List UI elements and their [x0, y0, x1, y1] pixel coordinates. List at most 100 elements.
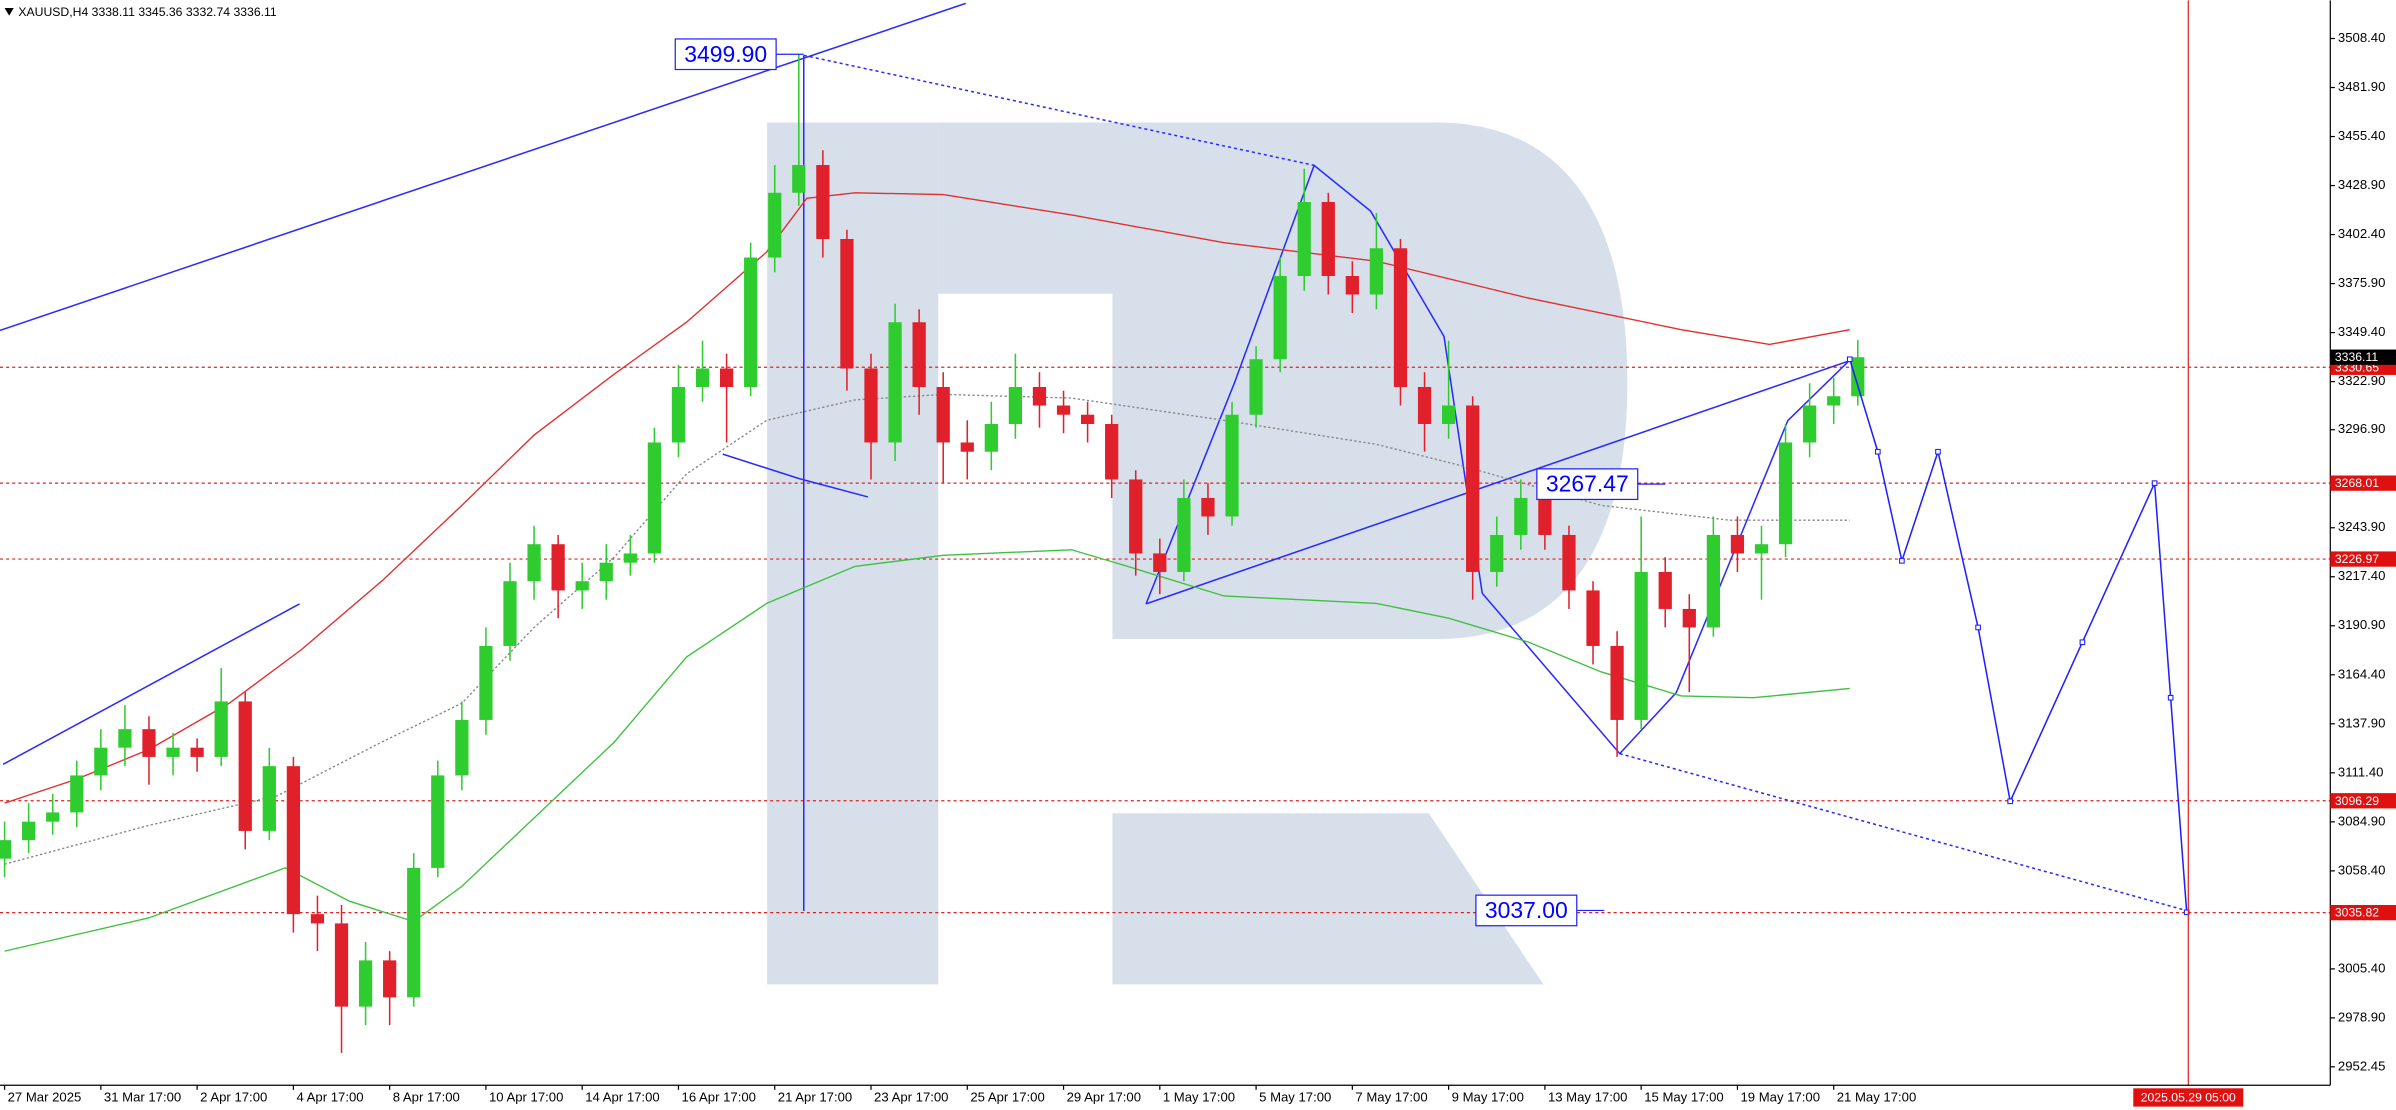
y-tick-label: 3455.40	[2338, 128, 2385, 143]
candle-body	[912, 322, 926, 387]
forecast-point	[2079, 639, 2086, 646]
y-tick-label: 3508.40	[2338, 30, 2385, 45]
candle-body	[1297, 202, 1311, 277]
candle-body	[1803, 405, 1817, 443]
header-arrow	[4, 7, 14, 16]
forecast-point	[2151, 480, 2158, 486]
forecast-point	[2167, 694, 2174, 701]
x-tick-label: 27 Mar 2025	[8, 1090, 82, 1105]
candle-body	[0, 840, 12, 859]
level-label-bg	[2330, 475, 2396, 491]
trend-line	[2, 603, 300, 766]
candle-body	[1153, 553, 1167, 572]
y-tick-label: 3111.40	[2338, 764, 2384, 779]
level-label-bg	[2330, 793, 2396, 809]
candle-body	[719, 368, 734, 387]
x-tick-label: 9 May 17:00	[1452, 1090, 1524, 1105]
candle-body	[334, 923, 349, 1007]
forecast-point	[1975, 624, 1981, 631]
candle-body	[888, 322, 902, 443]
x-tick-label: 16 Apr 17:00	[682, 1090, 756, 1105]
candle-body	[190, 747, 204, 757]
x-tick-label: 13 May 17:00	[1548, 1090, 1628, 1105]
candle-body	[1177, 497, 1191, 572]
candle-body	[864, 368, 878, 443]
forecast-point	[2007, 798, 2014, 805]
forecast-point	[1899, 558, 1905, 564]
time-marker-label: 2025.05.29 05:00	[2141, 1090, 2236, 1104]
last-price-bg	[2330, 349, 2396, 365]
candle-body	[1610, 645, 1624, 720]
x-tick-label: 15 May 17:00	[1644, 1090, 1724, 1105]
dotted-line	[803, 54, 1315, 167]
y-tick-label: 2978.90	[2338, 1009, 2385, 1024]
candle-body	[840, 239, 854, 369]
candle-body	[1273, 276, 1287, 360]
candle-body	[1321, 202, 1335, 277]
annotation-box	[1475, 894, 1578, 927]
candle-body	[1105, 423, 1119, 480]
annotation-label: 3267.47	[1546, 471, 1629, 497]
trend-line	[1145, 360, 1850, 605]
candle-body	[1056, 405, 1071, 415]
candle-body	[503, 581, 517, 646]
x-tick-label: 21 Apr 17:00	[778, 1090, 852, 1105]
candle-body	[358, 960, 373, 1007]
candle-body	[1754, 544, 1769, 554]
candle-body	[960, 442, 974, 452]
candle-body	[695, 368, 710, 387]
y-tick-label: 3217.40	[2338, 568, 2385, 583]
axes-layer: 3508.40 3481.90 3455.40 3428.90 3402.40 3375.…	[3, 30, 2396, 1107]
candle-body	[1538, 497, 1552, 535]
candle-body	[936, 386, 950, 443]
x-tick-label: 31 Mar 17:00	[104, 1090, 181, 1105]
y-tick-label: 3164.40	[2338, 666, 2385, 681]
x-tick-label: 10 Apr 17:00	[489, 1090, 563, 1105]
candle-body	[551, 544, 565, 591]
candle-body	[214, 701, 228, 757]
candle-body	[1442, 405, 1456, 424]
x-tick-label: 4 Apr 17:00	[296, 1090, 363, 1105]
x-tick-label: 1 May 17:00	[1163, 1090, 1235, 1105]
candle-body	[310, 914, 325, 924]
annotation-label: 3499.90	[684, 41, 767, 67]
plot-layer: 3499.90 3267.47 3037.00	[0, 0, 2190, 1086]
candle-body	[816, 165, 830, 240]
candle-body	[166, 747, 180, 757]
candle-body	[70, 775, 84, 813]
candle-body	[1490, 534, 1504, 572]
moving-average	[4, 393, 1850, 865]
y-tick-label: 3322.90	[2338, 373, 2385, 388]
watermark-leg	[1112, 813, 1544, 985]
candle-body	[262, 766, 276, 831]
watermark-bowl	[938, 122, 1628, 640]
level-label: 3035.82	[2335, 906, 2379, 920]
candle-body	[1562, 534, 1576, 591]
candle-body	[1129, 479, 1143, 554]
candle-body	[94, 747, 108, 776]
candle-body	[984, 423, 998, 452]
y-tick-label: 3402.40	[2338, 226, 2385, 241]
wave-line	[1481, 360, 1850, 755]
x-tick-label: 29 Apr 17:00	[1067, 1090, 1141, 1105]
header-text: XAUUSD,H4 3338.11 3345.36 3332.74 3336.1…	[18, 5, 277, 19]
level-label: 3268.01	[2335, 476, 2379, 490]
y-tick-label: 3005.40	[2338, 960, 2385, 975]
candle-body	[46, 812, 60, 822]
y-tick-label: 3428.90	[2338, 177, 2385, 192]
watermark	[767, 122, 1628, 985]
y-tick-label: 3349.40	[2338, 324, 2385, 339]
candle-body	[599, 562, 613, 582]
forecast-point	[1846, 356, 1853, 363]
time-marker-bg	[2133, 1088, 2244, 1107]
candle-body	[1201, 497, 1215, 517]
y-tick-label: 3375.90	[2338, 275, 2385, 290]
y-tick-label: 3296.90	[2338, 421, 2385, 436]
last-price-label: 3336.11	[2335, 350, 2378, 364]
candle-body	[1851, 357, 1865, 397]
y-tick-label: 3137.90	[2338, 715, 2385, 730]
x-tick-label: 14 Apr 17:00	[585, 1090, 659, 1105]
candle-body	[768, 192, 782, 258]
candle-body	[1225, 414, 1239, 517]
